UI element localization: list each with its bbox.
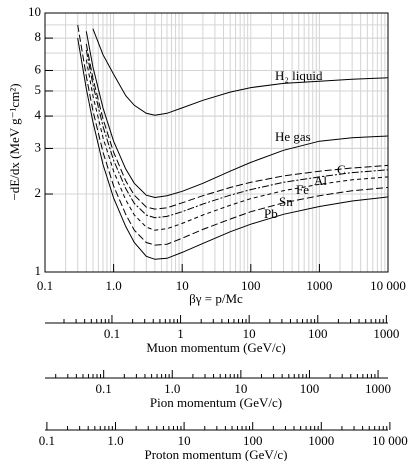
series-label: C: [337, 162, 346, 177]
x-tick-label: 100: [243, 433, 263, 448]
series-label: Fe: [296, 182, 309, 197]
curve: [85, 49, 389, 219]
axis-label: Pion momentum (GeV/c): [150, 395, 282, 410]
x-tick-label: 10 000: [370, 278, 406, 293]
x-tick-label: 1.0: [105, 278, 121, 293]
curve: [85, 43, 389, 210]
y-tick-label: 2: [35, 185, 42, 200]
curve: [92, 28, 389, 116]
y-tick-label: 6: [35, 61, 42, 76]
x-tick-label: 100: [308, 326, 328, 341]
curve: [77, 24, 389, 246]
axis-label: Proton momentum (GeV/c): [145, 447, 288, 461]
y-tick-label: 5: [35, 82, 42, 97]
y-tick-label: 4: [35, 107, 42, 122]
series-label: Al: [314, 173, 327, 188]
y-tick-label: 8: [35, 29, 42, 44]
x-tick-label: 1000: [373, 326, 399, 341]
x-tick-label: 10: [234, 381, 247, 396]
y-tick-label: 3: [35, 139, 42, 154]
series-label: H₂ liquid: [275, 68, 323, 83]
x-tick-label: 10: [176, 278, 189, 293]
x-tick-label: 1000: [306, 278, 332, 293]
curve: [77, 38, 389, 260]
x-tick-label: 10 000: [372, 433, 408, 448]
series-label: Pb: [264, 206, 278, 221]
x-tick-label: 0.1: [96, 381, 112, 396]
x-tick-label: 1000: [365, 381, 391, 396]
x-tick-label: 100: [241, 278, 261, 293]
x-tick-label: 1000: [308, 433, 334, 448]
x-tick-label: 10: [178, 433, 191, 448]
x-tick-label: 0.1: [39, 433, 55, 448]
series-label: Sn: [279, 194, 293, 209]
x-axis-label: βγ = p/Mc: [189, 291, 243, 306]
plot-frame: [44, 12, 389, 273]
x-tick-label: 1.0: [107, 433, 123, 448]
series-label: He gas: [275, 129, 311, 144]
x-tick-label: 100: [300, 381, 320, 396]
curve: [85, 31, 389, 199]
x-tick-label: 0.1: [37, 278, 53, 293]
x-tick-label: 1.0: [164, 381, 180, 396]
axis-label: Muon momentum (GeV/c): [146, 340, 285, 355]
x-tick-label: 0.1: [104, 326, 120, 341]
y-tick-label: 1: [35, 263, 42, 278]
x-tick-label: 1: [177, 326, 184, 341]
curve: [85, 59, 389, 231]
x-tick-label: 10: [243, 326, 256, 341]
y-tick-label: 10: [28, 4, 41, 19]
y-axis-label: −dE/dx (MeV g⁻¹cm²): [7, 83, 22, 200]
